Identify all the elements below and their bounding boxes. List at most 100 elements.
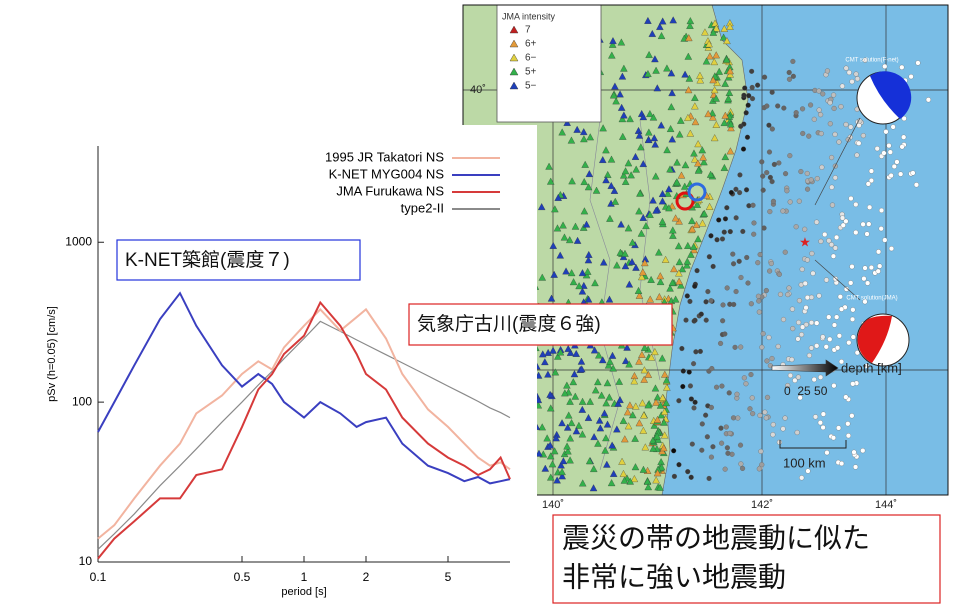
- intensity-marker: [611, 197, 620, 205]
- intensity-marker: [590, 433, 598, 441]
- intensity-marker: [569, 378, 578, 386]
- intensity-marker: [720, 163, 729, 171]
- aftershock: [706, 254, 712, 260]
- intensity-marker: [630, 475, 639, 483]
- legend-label: 6−: [525, 53, 537, 64]
- intensity-marker: [594, 439, 602, 447]
- intensity-marker: [597, 391, 606, 399]
- intensity-marker: [652, 476, 660, 484]
- aftershock: [748, 301, 754, 307]
- intensity-marker: [668, 89, 676, 97]
- intensity-marker: [687, 250, 695, 258]
- aftershock: [784, 188, 790, 194]
- intensity-marker: [538, 350, 547, 358]
- intensity-marker: [720, 119, 729, 126]
- intensity-marker: [651, 348, 659, 356]
- aftershock: [802, 280, 808, 286]
- intensity-marker: [640, 343, 649, 351]
- intensity-marker: [663, 383, 671, 391]
- aftershock: [760, 173, 766, 179]
- intensity-marker: [686, 21, 694, 29]
- intensity-marker: [623, 408, 632, 416]
- intensity-marker: [653, 432, 661, 440]
- x-tick-label: 0.5: [234, 570, 251, 584]
- epicenter: ★: [799, 234, 811, 249]
- intensity-marker: [686, 17, 695, 25]
- aftershock: [740, 465, 746, 471]
- intensity-marker: [572, 349, 580, 357]
- intensity-marker: [644, 370, 653, 378]
- aftershock: [748, 372, 754, 378]
- aftershock: [802, 226, 808, 232]
- intensity-marker: [584, 295, 593, 303]
- intensity-marker: [677, 171, 686, 179]
- aftershock: [730, 261, 737, 267]
- intensity-marker: [652, 66, 660, 74]
- intensity-marker: [650, 134, 659, 142]
- intensity-marker: [677, 281, 685, 289]
- aftershock: [794, 429, 800, 436]
- intensity-marker: [645, 50, 653, 58]
- intensity-marker: [585, 170, 594, 178]
- intensity-marker: [669, 231, 677, 239]
- intensity-marker: [631, 434, 639, 442]
- intensity-marker: [665, 204, 673, 212]
- aftershock: [742, 85, 748, 91]
- aftershock: [767, 268, 773, 274]
- intensity-marker: [644, 401, 652, 409]
- aftershock: [692, 317, 698, 323]
- intensity-marker: [538, 423, 546, 431]
- aftershock: [901, 134, 907, 140]
- aftershock: [824, 450, 830, 456]
- aftershock: [738, 461, 744, 467]
- intensity-marker: [584, 256, 593, 264]
- intensity-marker: [694, 166, 703, 174]
- intensity-marker: [547, 294, 556, 302]
- intensity-marker: [577, 365, 586, 373]
- series-line: [97, 300, 511, 560]
- intensity-marker: [658, 217, 667, 225]
- intensity-marker: [652, 398, 660, 406]
- intensity-marker: [646, 210, 654, 218]
- intensity-marker: [553, 224, 562, 232]
- callout-box: [408, 303, 673, 346]
- intensity-marker: [567, 269, 576, 277]
- aftershock: [780, 208, 786, 214]
- aftershock: [862, 57, 868, 63]
- intensity-marker: [580, 281, 588, 289]
- note-box: [552, 514, 941, 604]
- intensity-marker: [673, 178, 681, 186]
- intensity-marker: [608, 441, 616, 449]
- aftershock: [692, 399, 698, 405]
- intensity-marker: [558, 472, 566, 480]
- lon-label: 142˚: [751, 499, 773, 511]
- intensity-marker: [670, 265, 678, 273]
- intensity-marker: [603, 420, 612, 428]
- aftershock: [843, 394, 849, 400]
- legend-label: JMA Furukawa NS: [336, 183, 444, 198]
- aftershock: [804, 170, 810, 177]
- intensity-marker: [591, 279, 599, 287]
- intensity-marker: [578, 430, 587, 438]
- aftershock: [867, 204, 873, 210]
- intensity-marker: [603, 170, 612, 178]
- aftershock: [787, 199, 793, 205]
- aftershock: [818, 112, 824, 118]
- lon-label: 144˚: [875, 499, 897, 511]
- intensity-marker: [584, 413, 593, 421]
- intensity-marker: [584, 183, 593, 191]
- aftershock: [719, 383, 725, 389]
- intensity-marker: [575, 421, 583, 429]
- aftershock: [853, 229, 859, 236]
- aftershock: [819, 164, 825, 170]
- aftershock: [805, 186, 811, 192]
- aftershock: [883, 129, 889, 135]
- intensity-marker: [710, 58, 719, 66]
- intensity-marker: [631, 463, 640, 471]
- intensity-marker: [626, 115, 634, 123]
- intensity-marker: [673, 158, 681, 166]
- intensity-marker: [546, 441, 554, 449]
- intensity-marker: [621, 249, 629, 257]
- aftershock: [679, 345, 685, 352]
